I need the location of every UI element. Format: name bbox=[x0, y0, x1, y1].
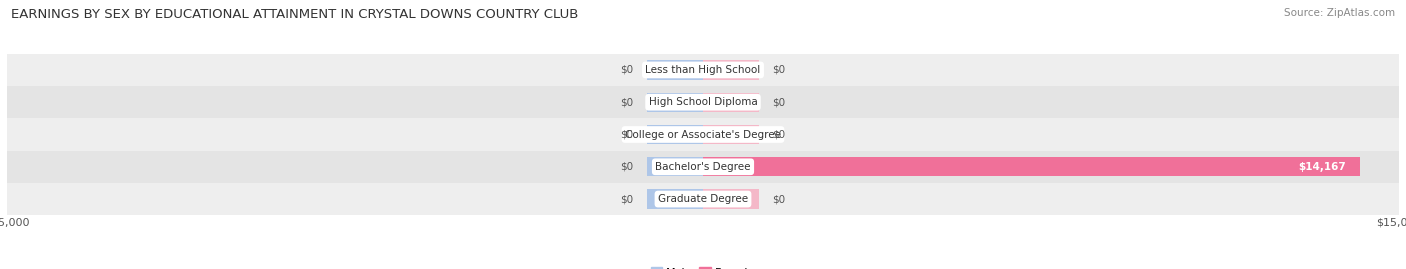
Bar bbox=[7, 183, 1399, 215]
Text: $0: $0 bbox=[773, 97, 786, 107]
Bar bbox=[7, 54, 1399, 86]
Text: $0: $0 bbox=[620, 65, 633, 75]
Bar bbox=[7, 86, 1399, 118]
Bar bbox=[703, 157, 1361, 176]
Bar bbox=[7, 118, 1399, 151]
Text: College or Associate's Degree: College or Associate's Degree bbox=[626, 129, 780, 140]
Bar bbox=[703, 189, 759, 209]
Text: $0: $0 bbox=[773, 65, 786, 75]
Bar bbox=[647, 60, 703, 80]
Text: $0: $0 bbox=[773, 129, 786, 140]
Text: $0: $0 bbox=[773, 194, 786, 204]
Bar bbox=[647, 157, 703, 176]
Text: Less than High School: Less than High School bbox=[645, 65, 761, 75]
Bar bbox=[703, 93, 759, 112]
Bar bbox=[703, 60, 759, 80]
Text: Source: ZipAtlas.com: Source: ZipAtlas.com bbox=[1284, 8, 1395, 18]
Bar bbox=[647, 93, 703, 112]
Legend: Male, Female: Male, Female bbox=[647, 263, 759, 269]
Bar bbox=[7, 151, 1399, 183]
Text: Graduate Degree: Graduate Degree bbox=[658, 194, 748, 204]
Text: $0: $0 bbox=[620, 162, 633, 172]
Text: $0: $0 bbox=[620, 97, 633, 107]
Text: $0: $0 bbox=[620, 194, 633, 204]
Text: $0: $0 bbox=[620, 129, 633, 140]
Bar bbox=[647, 125, 703, 144]
Text: EARNINGS BY SEX BY EDUCATIONAL ATTAINMENT IN CRYSTAL DOWNS COUNTRY CLUB: EARNINGS BY SEX BY EDUCATIONAL ATTAINMEN… bbox=[11, 8, 579, 21]
Text: High School Diploma: High School Diploma bbox=[648, 97, 758, 107]
Text: Bachelor's Degree: Bachelor's Degree bbox=[655, 162, 751, 172]
Text: $14,167: $14,167 bbox=[1299, 162, 1347, 172]
Bar bbox=[703, 125, 759, 144]
Bar bbox=[647, 189, 703, 209]
